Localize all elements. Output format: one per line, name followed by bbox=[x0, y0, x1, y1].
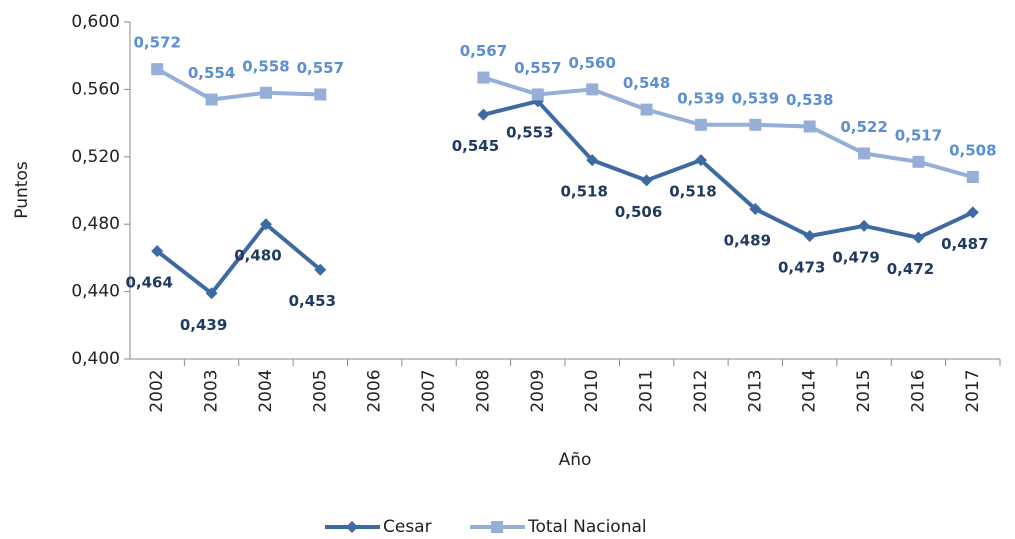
x-tick-label: 2006 bbox=[365, 369, 385, 412]
y-tick-label: 0,400 bbox=[71, 349, 120, 369]
value-label: 0,538 bbox=[786, 91, 833, 109]
marker bbox=[259, 86, 272, 99]
marker bbox=[151, 245, 164, 258]
y-tick-label: 0.560 bbox=[71, 79, 120, 99]
legend-label: Cesar bbox=[383, 517, 432, 537]
marker bbox=[749, 118, 762, 131]
value-label: 0,539 bbox=[677, 89, 724, 107]
value-label: 0,479 bbox=[832, 248, 879, 266]
value-label: 0,522 bbox=[840, 118, 887, 136]
value-label: 0,567 bbox=[460, 42, 507, 60]
value-label: 0,572 bbox=[133, 34, 180, 52]
marker bbox=[477, 108, 490, 121]
marker bbox=[314, 88, 327, 101]
marker bbox=[803, 120, 816, 133]
legend-marker bbox=[346, 521, 358, 533]
x-tick-label: 2016 bbox=[908, 369, 928, 412]
marker bbox=[640, 174, 653, 187]
marker bbox=[314, 263, 327, 276]
x-tick-label: 2008 bbox=[473, 369, 493, 412]
marker bbox=[531, 88, 544, 101]
marker bbox=[858, 147, 871, 160]
series-line bbox=[156, 67, 974, 179]
value-label: 0,489 bbox=[724, 232, 771, 250]
value-label: 0,517 bbox=[895, 126, 942, 144]
x-tick-label: 2003 bbox=[202, 369, 222, 412]
value-label: 0,518 bbox=[560, 183, 607, 201]
x-tick-label: 2013 bbox=[745, 369, 765, 412]
marker bbox=[966, 206, 979, 219]
marker bbox=[694, 154, 707, 167]
value-label: 0,548 bbox=[623, 74, 670, 92]
marker bbox=[912, 155, 925, 168]
marker bbox=[586, 154, 599, 167]
marker bbox=[749, 203, 762, 216]
value-label: 0,560 bbox=[568, 54, 615, 72]
x-tick-label: 2011 bbox=[637, 369, 657, 412]
value-label: 0,472 bbox=[887, 260, 934, 278]
x-tick-label: 2005 bbox=[310, 369, 330, 412]
legend-marker bbox=[491, 521, 503, 533]
y-tick-label: 0,440 bbox=[71, 282, 120, 302]
x-tick-label: 2004 bbox=[256, 369, 276, 412]
value-label: 0,480 bbox=[234, 247, 281, 265]
value-label: 0,464 bbox=[125, 274, 172, 292]
series-line bbox=[155, 98, 974, 297]
value-label: 0,553 bbox=[506, 124, 553, 142]
x-tick-label: 2017 bbox=[963, 369, 983, 412]
value-label: 0,518 bbox=[669, 183, 716, 201]
x-axis-title: Año bbox=[559, 450, 592, 470]
x-tick-label: 2014 bbox=[800, 369, 820, 412]
marker bbox=[477, 71, 490, 84]
x-tick-label: 2007 bbox=[419, 369, 439, 412]
marker bbox=[966, 171, 979, 184]
value-label: 0,508 bbox=[949, 142, 996, 160]
y-tick-label: 0,520 bbox=[71, 147, 120, 167]
marker bbox=[259, 218, 272, 231]
x-tick-label: 2002 bbox=[147, 369, 167, 412]
value-label: 0,557 bbox=[514, 59, 561, 77]
marker bbox=[640, 103, 653, 116]
marker bbox=[151, 63, 164, 76]
value-label: 0,558 bbox=[242, 57, 289, 75]
marker bbox=[912, 231, 925, 244]
marker bbox=[205, 93, 218, 106]
x-tick-label: 2015 bbox=[854, 369, 874, 412]
value-label: 0,506 bbox=[615, 203, 662, 221]
marker bbox=[803, 229, 816, 242]
value-label: 0,453 bbox=[289, 292, 336, 310]
value-label: 0,487 bbox=[941, 235, 988, 253]
x-tick-label: 2010 bbox=[582, 369, 602, 412]
value-label: 0,545 bbox=[452, 137, 499, 155]
x-tick-label: 2012 bbox=[691, 369, 711, 412]
value-label: 0,554 bbox=[188, 64, 235, 82]
y-tick-label: 0,600 bbox=[71, 12, 120, 32]
marker bbox=[205, 287, 218, 300]
marker bbox=[694, 118, 707, 131]
value-label: 0,439 bbox=[180, 316, 227, 334]
x-tick-label: 2009 bbox=[528, 369, 548, 412]
marker bbox=[858, 219, 871, 232]
value-label: 0,539 bbox=[732, 89, 779, 107]
value-label: 0,473 bbox=[778, 258, 825, 276]
marker bbox=[586, 83, 599, 96]
value-label: 0,557 bbox=[297, 59, 344, 77]
y-tick-label: 0,480 bbox=[71, 214, 120, 234]
y-axis-title: Puntos bbox=[12, 161, 32, 219]
legend-label: Total Nacional bbox=[527, 517, 647, 537]
